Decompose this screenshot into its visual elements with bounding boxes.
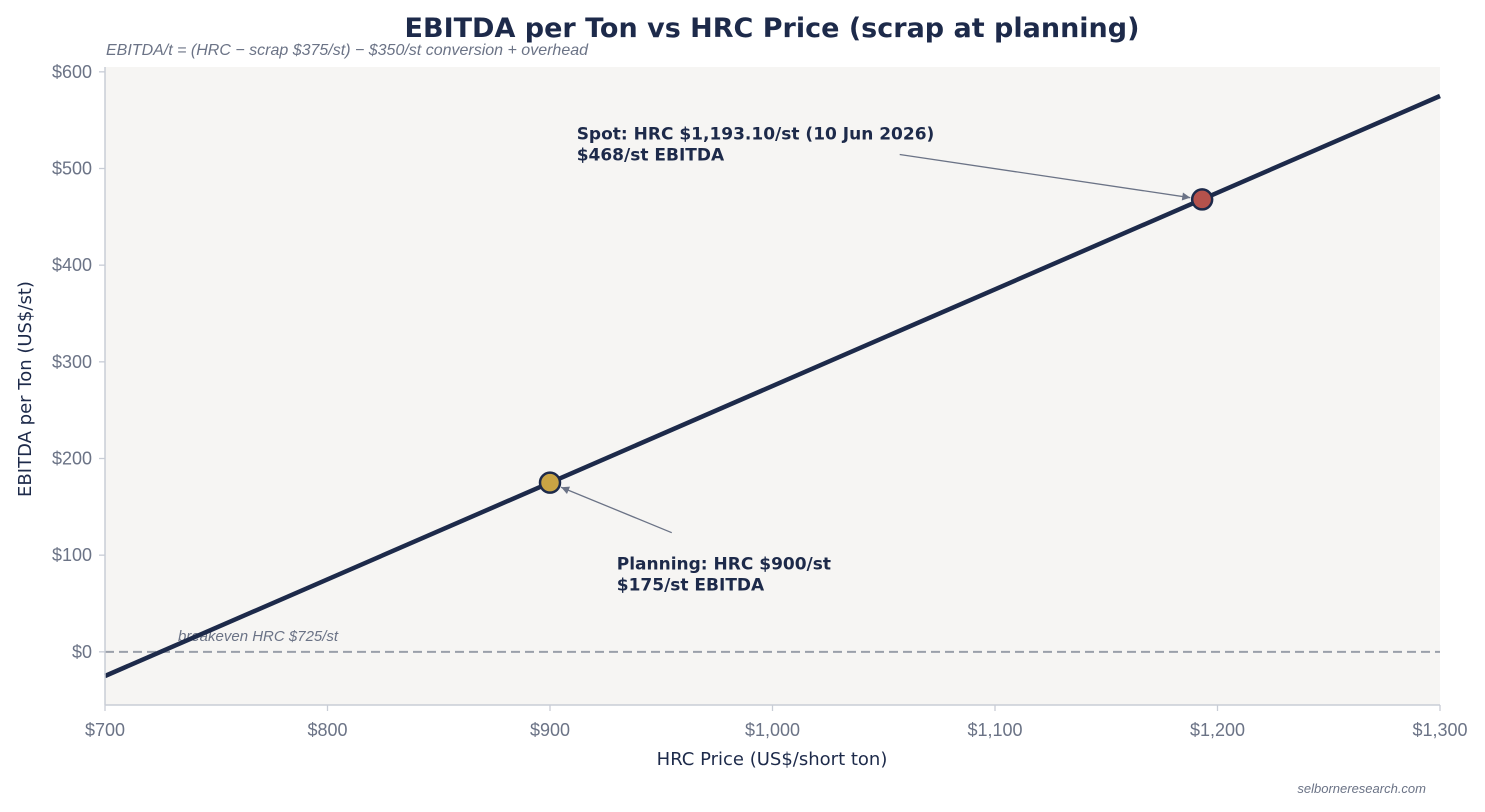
annotation-0: Planning: HRC $900/st $175/st EBITDA xyxy=(617,555,831,596)
chart-title: EBITDA per Ton vs HRC Price (scrap at pl… xyxy=(405,13,1140,44)
y-tick-label-5: $500 xyxy=(52,159,92,179)
y-tick-label-3: $300 xyxy=(52,352,92,372)
breakeven-label: breakeven HRC $725/st xyxy=(178,628,339,645)
x-tick-label-4: $1,100 xyxy=(967,720,1022,740)
x-tick-label-0: $700 xyxy=(85,720,125,740)
x-tick-label-3: $1,000 xyxy=(745,720,800,740)
annotation-1: Spot: HRC $1,193.10/st (10 Jun 2026) $468… xyxy=(577,125,935,166)
data-point-1 xyxy=(1190,188,1214,211)
annotation-1-line-1: $468/st EBITDA xyxy=(577,146,725,166)
x-tick-label-2: $900 xyxy=(530,720,570,740)
y-tick-label-1: $100 xyxy=(52,545,92,565)
data-point-0 xyxy=(538,471,562,494)
credit-text: selborneresearch.com xyxy=(1297,781,1426,796)
y-tick-label-0: $0 xyxy=(72,642,92,662)
annotation-1-arrowhead xyxy=(1181,192,1191,201)
y-axis-label: EBITDA per Ton (US$/st) xyxy=(15,281,36,497)
y-tick-label-6: $600 xyxy=(52,62,92,82)
x-tick-label-5: $1,200 xyxy=(1190,720,1245,740)
x-tick-label-1: $800 xyxy=(307,720,347,740)
y-tick-label-2: $200 xyxy=(52,449,92,469)
annotation-1-leader xyxy=(899,153,1191,199)
annotation-0-arrowhead xyxy=(561,486,571,494)
annotation-0-leader xyxy=(560,486,672,534)
annotation-0-line-0: Planning: HRC $900/st xyxy=(617,555,831,575)
x-tick-label-6: $1,300 xyxy=(1412,720,1467,740)
y-tick-label-4: $400 xyxy=(52,255,92,275)
annotation-0-line-1: $175/st EBITDA xyxy=(617,576,765,596)
x-axis-label: HRC Price (US$/short ton) xyxy=(657,749,888,770)
chart-subtitle: EBITDA/t = (HRC − scrap $375/st) − $350/… xyxy=(106,42,589,59)
series-line-0 xyxy=(104,93,1441,679)
annotation-1-line-0: Spot: HRC $1,193.10/st (10 Jun 2026) xyxy=(577,125,935,145)
